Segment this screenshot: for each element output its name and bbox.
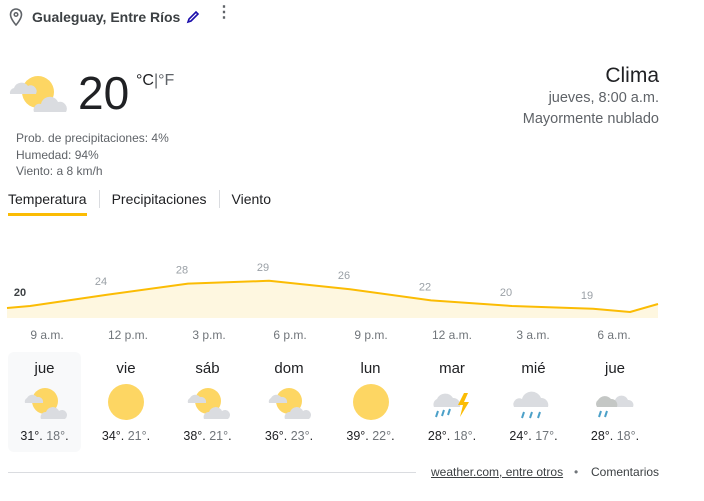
precipitation-probability: Prob. de precipitaciones: 4% bbox=[16, 131, 169, 145]
temperature-label: 20 bbox=[500, 287, 512, 299]
temperature-label: 19 bbox=[581, 290, 593, 302]
more-options-icon[interactable]: ⋮ bbox=[216, 4, 232, 21]
day-forecast-4[interactable]: lun 39°. 22°. bbox=[334, 352, 407, 452]
high-temp: 38° bbox=[183, 429, 203, 443]
low-temp: 23° bbox=[290, 429, 310, 443]
time-label: 6 p.m. bbox=[273, 328, 306, 342]
temperature-label: 22 bbox=[419, 281, 431, 293]
day-forecast-2[interactable]: sáb 38°. 21°. bbox=[171, 352, 244, 452]
unit-celsius[interactable]: °C bbox=[136, 72, 154, 89]
low-temp: 22° bbox=[372, 429, 392, 443]
low-temp: 18° bbox=[46, 429, 66, 443]
temperature-label: 29 bbox=[257, 262, 269, 274]
partly-cloudy-icon bbox=[9, 76, 67, 112]
footer-divider bbox=[8, 472, 416, 473]
low-temp: 18° bbox=[616, 429, 636, 443]
low-temp: 17° bbox=[535, 429, 555, 443]
rain-icon bbox=[512, 391, 548, 419]
high-temp: 24° bbox=[509, 429, 529, 443]
low-temp: 21° bbox=[127, 429, 147, 443]
low-temp: 18° bbox=[453, 429, 473, 443]
high-temp: 28° bbox=[590, 429, 610, 443]
day-name: jue bbox=[34, 360, 55, 377]
time-label: 3 p.m. bbox=[192, 328, 225, 342]
unit-separator: | bbox=[153, 72, 159, 89]
day-forecast-0[interactable]: jue 31°. 18°. bbox=[8, 352, 81, 452]
temperature-label: 20 bbox=[14, 287, 26, 299]
day-name: mié bbox=[521, 360, 546, 377]
day-name: vie bbox=[116, 360, 136, 377]
high-temp: 34° bbox=[101, 429, 121, 443]
temperature-chart: 20 9 a.m. 24 12 p.m. 28 3 p.m. 29 6 p.m. 26 9 p.m… bbox=[6, 262, 659, 342]
high-temp: 36° bbox=[264, 429, 284, 443]
condition: Mayormente nublado bbox=[522, 111, 659, 127]
location[interactable]: Gualeguay, Entre Ríos bbox=[8, 8, 200, 26]
high-temp: 28° bbox=[427, 429, 447, 443]
tab-precipitaciones[interactable]: Precipitaciones bbox=[98, 190, 219, 208]
sunny-icon bbox=[352, 384, 389, 420]
time-label: 9 p.m. bbox=[354, 328, 387, 342]
location-pin-icon bbox=[9, 8, 23, 26]
time-label: 12 p.m. bbox=[108, 328, 148, 342]
day-name: sáb bbox=[195, 360, 220, 377]
feedback-link[interactable]: Comentarios bbox=[591, 465, 660, 479]
tab-viento[interactable]: Viento bbox=[218, 190, 283, 208]
day-name: lun bbox=[360, 360, 381, 377]
time-label: 6 a.m. bbox=[597, 328, 630, 342]
temperature-label: 28 bbox=[176, 265, 188, 277]
day-forecast-6[interactable]: mié 24°. 17°. bbox=[497, 352, 570, 452]
temperature-area bbox=[7, 280, 658, 318]
partly-cloudy-icon bbox=[268, 388, 311, 419]
wind: Viento: a 8 km/h bbox=[16, 164, 103, 178]
day-forecast-1[interactable]: vie 34°. 21°. bbox=[90, 352, 163, 452]
day-name: mar bbox=[439, 360, 465, 377]
day-name: dom bbox=[274, 360, 304, 377]
time-label: 3 a.m. bbox=[516, 328, 549, 342]
temperature-label: 26 bbox=[338, 270, 350, 282]
time-label: 9 a.m. bbox=[30, 328, 63, 342]
showers-icon bbox=[596, 395, 634, 418]
humidity: Humedad: 94% bbox=[16, 147, 99, 162]
partly-cloudy-icon bbox=[187, 388, 230, 419]
partly-cloudy-icon bbox=[24, 388, 67, 419]
day-forecast-3[interactable]: dom 36°. 23°. bbox=[253, 352, 326, 452]
high-temp: 39° bbox=[346, 429, 366, 443]
day-name: jue bbox=[604, 360, 626, 377]
day-forecast-7[interactable]: jue 28°. 18°. bbox=[579, 352, 652, 452]
source-link[interactable]: weather.com, entre otros bbox=[431, 465, 564, 479]
datetime: jueves, 8:00 a.m. bbox=[548, 90, 659, 106]
weather-title: Clima bbox=[605, 64, 659, 87]
sunny-icon bbox=[108, 384, 144, 420]
location-name: Gualeguay, Entre Ríos bbox=[32, 9, 181, 25]
temperature-line bbox=[6, 279, 659, 313]
tab-temperatura[interactable]: Temperatura bbox=[8, 190, 99, 216]
time-label: 12 a.m. bbox=[432, 328, 472, 342]
unit-fahrenheit[interactable]: °F bbox=[158, 72, 175, 89]
footer-separator: • bbox=[574, 465, 579, 479]
low-temp: 21° bbox=[209, 429, 229, 443]
edit-pencil-icon[interactable] bbox=[186, 10, 200, 24]
high-temp: 31° bbox=[20, 429, 40, 443]
current-temperature: 20 bbox=[78, 67, 130, 119]
day-forecast-5[interactable]: mar 28°. 18°. bbox=[416, 352, 489, 452]
temperature-label: 24 bbox=[95, 276, 107, 288]
thunderstorm-icon bbox=[433, 393, 469, 418]
